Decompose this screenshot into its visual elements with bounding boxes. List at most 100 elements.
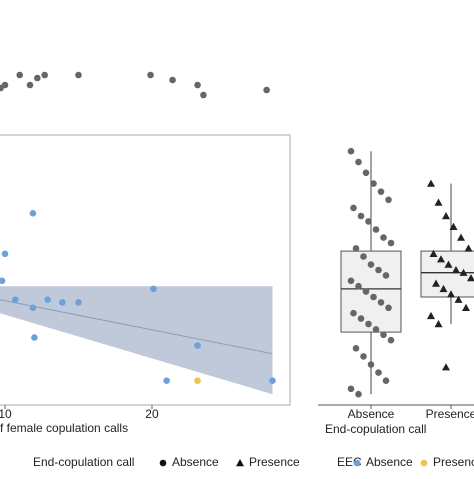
point bbox=[347, 277, 355, 285]
point bbox=[355, 158, 362, 166]
point bbox=[429, 249, 438, 257]
x-axis-label: f female copulation calls bbox=[0, 421, 128, 435]
point bbox=[387, 239, 395, 247]
point bbox=[352, 345, 360, 352]
strip-point bbox=[1, 81, 9, 89]
point bbox=[44, 296, 51, 304]
point bbox=[347, 147, 355, 155]
point bbox=[372, 326, 380, 333]
point bbox=[442, 363, 450, 371]
legend-title: End-copulation call bbox=[33, 455, 134, 469]
point bbox=[382, 272, 390, 279]
point bbox=[434, 320, 443, 328]
legend-label: Absence bbox=[172, 455, 219, 469]
point bbox=[150, 285, 157, 293]
point bbox=[387, 336, 395, 344]
point bbox=[362, 288, 370, 295]
point bbox=[444, 260, 453, 268]
point bbox=[377, 188, 385, 195]
point bbox=[29, 210, 37, 217]
point bbox=[385, 304, 392, 312]
point bbox=[365, 218, 372, 225]
point bbox=[350, 204, 357, 212]
legend-label: Presence bbox=[249, 455, 300, 469]
point bbox=[367, 361, 375, 368]
point bbox=[360, 353, 367, 360]
point bbox=[350, 309, 357, 317]
x-tick-label: 10 bbox=[0, 407, 12, 421]
point bbox=[11, 296, 19, 304]
point bbox=[437, 255, 445, 263]
point bbox=[427, 179, 435, 187]
strip-point bbox=[26, 81, 34, 89]
point bbox=[439, 284, 448, 293]
point bbox=[360, 253, 367, 260]
strip-point bbox=[169, 76, 176, 84]
point bbox=[194, 342, 201, 349]
point bbox=[380, 234, 387, 241]
point bbox=[462, 303, 470, 311]
point bbox=[31, 334, 38, 341]
strip-point bbox=[34, 74, 41, 82]
point bbox=[357, 212, 365, 220]
legend-marker bbox=[159, 459, 167, 467]
point bbox=[1, 250, 9, 258]
point bbox=[355, 390, 362, 398]
point bbox=[362, 169, 370, 177]
point bbox=[370, 180, 377, 187]
strip-point bbox=[16, 71, 23, 79]
point bbox=[432, 279, 440, 287]
strip-point bbox=[41, 71, 48, 79]
point bbox=[442, 212, 450, 220]
point bbox=[370, 293, 377, 301]
legend-marker bbox=[420, 459, 428, 467]
panel-frame bbox=[0, 134, 291, 406]
point bbox=[457, 233, 465, 241]
point bbox=[352, 245, 360, 252]
point bbox=[434, 198, 443, 206]
point bbox=[454, 295, 463, 303]
point bbox=[375, 369, 382, 376]
point bbox=[375, 266, 382, 274]
legend-marker bbox=[353, 459, 361, 467]
point bbox=[269, 377, 276, 385]
x-axis-label: End-copulation call bbox=[325, 422, 426, 436]
point bbox=[377, 299, 385, 306]
legend-marker bbox=[236, 459, 244, 467]
x-tick-label: Absence bbox=[348, 407, 395, 421]
fit-line bbox=[0, 299, 273, 355]
point bbox=[380, 331, 387, 339]
point bbox=[355, 282, 362, 290]
x-tick-label: Presence bbox=[426, 407, 474, 421]
point bbox=[464, 244, 473, 252]
strip-point bbox=[75, 71, 82, 79]
point bbox=[347, 385, 355, 393]
point bbox=[447, 290, 455, 298]
point bbox=[163, 377, 170, 385]
x-tick-label: 20 bbox=[145, 407, 159, 421]
confidence-band bbox=[0, 286, 273, 395]
point bbox=[372, 226, 380, 233]
point bbox=[365, 320, 372, 328]
strip-point bbox=[263, 86, 270, 94]
point bbox=[467, 274, 474, 282]
point bbox=[29, 304, 37, 312]
strip-point bbox=[194, 81, 201, 89]
point bbox=[452, 266, 460, 274]
point bbox=[194, 377, 201, 385]
point bbox=[382, 377, 390, 385]
point bbox=[385, 196, 392, 204]
point bbox=[75, 299, 82, 306]
strip-point bbox=[200, 91, 207, 99]
point bbox=[427, 311, 435, 320]
legend-label: Absence bbox=[366, 455, 413, 469]
point bbox=[357, 315, 365, 322]
point bbox=[449, 222, 458, 230]
legend-label: Presence bbox=[433, 455, 474, 469]
point bbox=[459, 268, 468, 276]
point bbox=[0, 277, 6, 285]
strip-point bbox=[147, 71, 154, 79]
point bbox=[367, 261, 375, 268]
point bbox=[59, 299, 66, 306]
